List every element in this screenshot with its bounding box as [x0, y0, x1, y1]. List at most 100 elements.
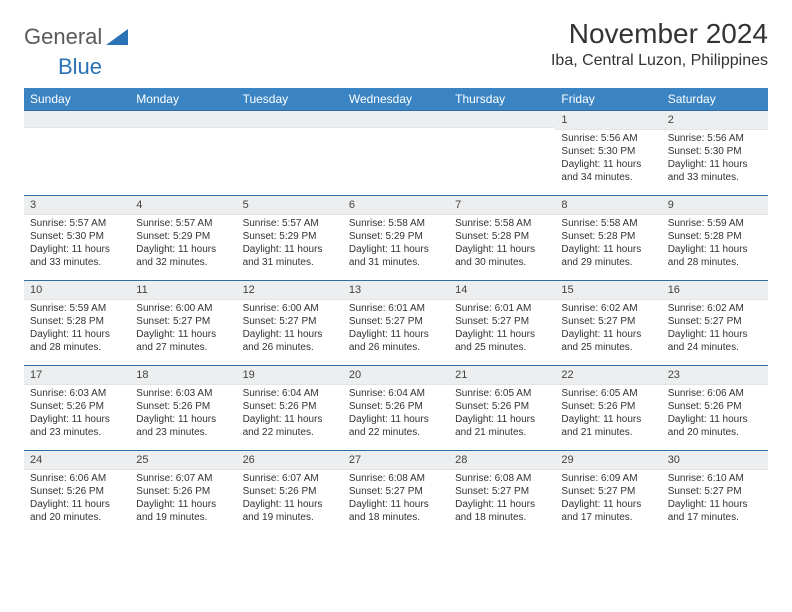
sunrise-text: Sunrise: 6:04 AM [243, 387, 337, 400]
day-cell: 14Sunrise: 6:01 AMSunset: 5:27 PMDayligh… [449, 281, 555, 366]
day-body: Sunrise: 6:01 AMSunset: 5:27 PMDaylight:… [449, 300, 555, 358]
day-number: 19 [237, 366, 343, 385]
brand-part2: Blue [58, 54, 102, 79]
day-cell: 26Sunrise: 6:07 AMSunset: 5:26 PMDayligh… [237, 451, 343, 536]
day-cell: 9Sunrise: 5:59 AMSunset: 5:28 PMDaylight… [662, 196, 768, 281]
day-header: Friday [555, 88, 661, 111]
daylight-text: Daylight: 11 hours and 19 minutes. [243, 498, 337, 524]
day-number: 1 [555, 111, 661, 130]
day-body: Sunrise: 5:59 AMSunset: 5:28 PMDaylight:… [662, 215, 768, 273]
daylight-text: Daylight: 11 hours and 24 minutes. [668, 328, 762, 354]
day-body: Sunrise: 6:09 AMSunset: 5:27 PMDaylight:… [555, 470, 661, 528]
daylight-text: Daylight: 11 hours and 23 minutes. [136, 413, 230, 439]
day-cell: 27Sunrise: 6:08 AMSunset: 5:27 PMDayligh… [343, 451, 449, 536]
sunrise-text: Sunrise: 5:56 AM [668, 132, 762, 145]
day-number: 29 [555, 451, 661, 470]
daylight-text: Daylight: 11 hours and 22 minutes. [349, 413, 443, 439]
sunrise-text: Sunrise: 6:06 AM [668, 387, 762, 400]
sunset-text: Sunset: 5:27 PM [668, 315, 762, 328]
sunrise-text: Sunrise: 6:02 AM [561, 302, 655, 315]
sunset-text: Sunset: 5:29 PM [136, 230, 230, 243]
sunset-text: Sunset: 5:26 PM [136, 485, 230, 498]
day-body: Sunrise: 5:58 AMSunset: 5:28 PMDaylight:… [555, 215, 661, 273]
day-number [449, 111, 555, 128]
daylight-text: Daylight: 11 hours and 26 minutes. [243, 328, 337, 354]
daylight-text: Daylight: 11 hours and 28 minutes. [668, 243, 762, 269]
sunrise-text: Sunrise: 5:57 AM [136, 217, 230, 230]
daylight-text: Daylight: 11 hours and 26 minutes. [349, 328, 443, 354]
sunset-text: Sunset: 5:26 PM [243, 485, 337, 498]
day-number: 27 [343, 451, 449, 470]
day-header-row: SundayMondayTuesdayWednesdayThursdayFrid… [24, 88, 768, 111]
day-number [237, 111, 343, 128]
day-cell: 11Sunrise: 6:00 AMSunset: 5:27 PMDayligh… [130, 281, 236, 366]
day-number: 16 [662, 281, 768, 300]
day-body [343, 128, 449, 134]
day-number: 30 [662, 451, 768, 470]
daylight-text: Daylight: 11 hours and 18 minutes. [349, 498, 443, 524]
day-number: 7 [449, 196, 555, 215]
day-header: Thursday [449, 88, 555, 111]
day-body: Sunrise: 6:01 AMSunset: 5:27 PMDaylight:… [343, 300, 449, 358]
day-cell: 21Sunrise: 6:05 AMSunset: 5:26 PMDayligh… [449, 366, 555, 451]
day-body: Sunrise: 5:57 AMSunset: 5:29 PMDaylight:… [237, 215, 343, 273]
sunset-text: Sunset: 5:30 PM [30, 230, 124, 243]
sunset-text: Sunset: 5:29 PM [349, 230, 443, 243]
day-body: Sunrise: 6:03 AMSunset: 5:26 PMDaylight:… [24, 385, 130, 443]
day-body: Sunrise: 6:02 AMSunset: 5:27 PMDaylight:… [555, 300, 661, 358]
day-cell: 2Sunrise: 5:56 AMSunset: 5:30 PMDaylight… [662, 111, 768, 196]
day-body: Sunrise: 5:56 AMSunset: 5:30 PMDaylight:… [662, 130, 768, 188]
daylight-text: Daylight: 11 hours and 32 minutes. [136, 243, 230, 269]
day-cell: 12Sunrise: 6:00 AMSunset: 5:27 PMDayligh… [237, 281, 343, 366]
day-cell: 8Sunrise: 5:58 AMSunset: 5:28 PMDaylight… [555, 196, 661, 281]
day-number: 14 [449, 281, 555, 300]
day-body [24, 128, 130, 134]
sunset-text: Sunset: 5:26 PM [30, 400, 124, 413]
sunrise-text: Sunrise: 6:03 AM [30, 387, 124, 400]
day-number: 9 [662, 196, 768, 215]
sunrise-text: Sunrise: 5:56 AM [561, 132, 655, 145]
sunrise-text: Sunrise: 5:57 AM [243, 217, 337, 230]
sunset-text: Sunset: 5:27 PM [455, 315, 549, 328]
day-body: Sunrise: 6:00 AMSunset: 5:27 PMDaylight:… [130, 300, 236, 358]
day-cell: 22Sunrise: 6:05 AMSunset: 5:26 PMDayligh… [555, 366, 661, 451]
day-body: Sunrise: 6:08 AMSunset: 5:27 PMDaylight:… [343, 470, 449, 528]
daylight-text: Daylight: 11 hours and 33 minutes. [30, 243, 124, 269]
sunrise-text: Sunrise: 6:06 AM [30, 472, 124, 485]
day-number: 10 [24, 281, 130, 300]
day-cell: 18Sunrise: 6:03 AMSunset: 5:26 PMDayligh… [130, 366, 236, 451]
daylight-text: Daylight: 11 hours and 25 minutes. [561, 328, 655, 354]
sunrise-text: Sunrise: 6:04 AM [349, 387, 443, 400]
day-body: Sunrise: 5:57 AMSunset: 5:30 PMDaylight:… [24, 215, 130, 273]
sunset-text: Sunset: 5:27 PM [561, 485, 655, 498]
sunrise-text: Sunrise: 6:08 AM [349, 472, 443, 485]
day-number: 23 [662, 366, 768, 385]
day-body: Sunrise: 6:03 AMSunset: 5:26 PMDaylight:… [130, 385, 236, 443]
brand-logo: General [24, 18, 128, 50]
day-body: Sunrise: 6:10 AMSunset: 5:27 PMDaylight:… [662, 470, 768, 528]
sunrise-text: Sunrise: 6:01 AM [349, 302, 443, 315]
sunrise-text: Sunrise: 6:07 AM [243, 472, 337, 485]
day-cell [237, 111, 343, 196]
day-body: Sunrise: 5:57 AMSunset: 5:29 PMDaylight:… [130, 215, 236, 273]
day-body: Sunrise: 5:58 AMSunset: 5:29 PMDaylight:… [343, 215, 449, 273]
daylight-text: Daylight: 11 hours and 31 minutes. [243, 243, 337, 269]
week-row: 17Sunrise: 6:03 AMSunset: 5:26 PMDayligh… [24, 366, 768, 451]
sunset-text: Sunset: 5:26 PM [243, 400, 337, 413]
day-body: Sunrise: 6:08 AMSunset: 5:27 PMDaylight:… [449, 470, 555, 528]
day-body: Sunrise: 6:02 AMSunset: 5:27 PMDaylight:… [662, 300, 768, 358]
sunset-text: Sunset: 5:26 PM [668, 400, 762, 413]
sunset-text: Sunset: 5:30 PM [668, 145, 762, 158]
daylight-text: Daylight: 11 hours and 25 minutes. [455, 328, 549, 354]
day-cell: 28Sunrise: 6:08 AMSunset: 5:27 PMDayligh… [449, 451, 555, 536]
day-body: Sunrise: 6:04 AMSunset: 5:26 PMDaylight:… [343, 385, 449, 443]
sunset-text: Sunset: 5:26 PM [136, 400, 230, 413]
sunset-text: Sunset: 5:27 PM [349, 485, 443, 498]
day-cell: 4Sunrise: 5:57 AMSunset: 5:29 PMDaylight… [130, 196, 236, 281]
brand-part1: General [24, 24, 102, 50]
daylight-text: Daylight: 11 hours and 30 minutes. [455, 243, 549, 269]
triangle-icon [106, 29, 128, 45]
day-body [449, 128, 555, 134]
sunset-text: Sunset: 5:27 PM [136, 315, 230, 328]
sunrise-text: Sunrise: 6:07 AM [136, 472, 230, 485]
